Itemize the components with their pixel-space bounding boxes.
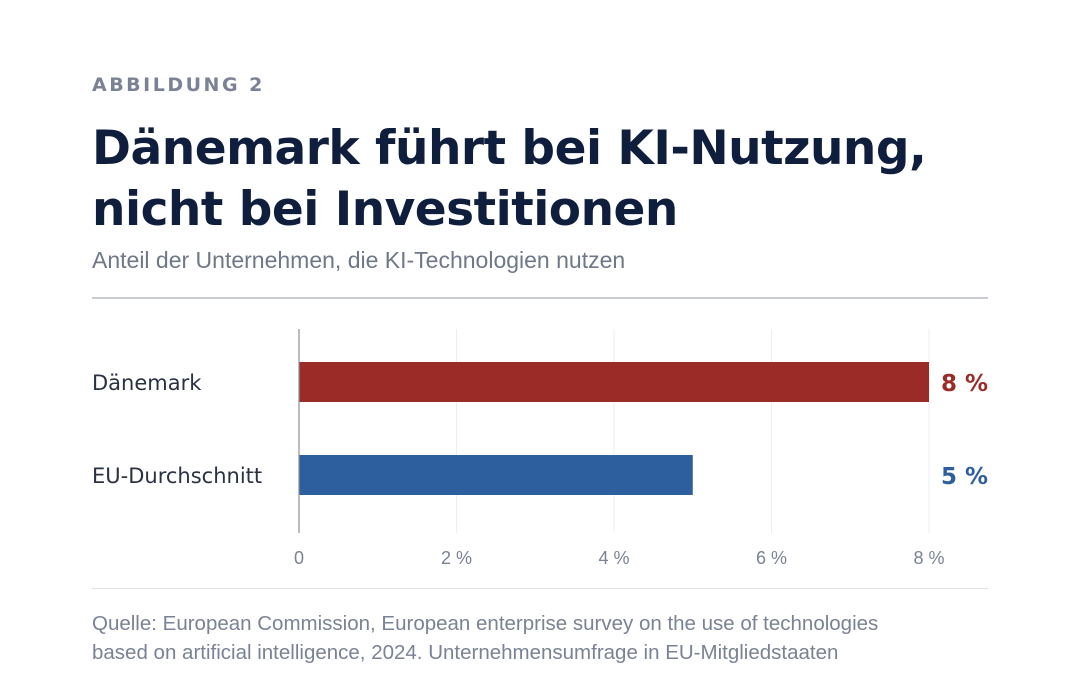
bar-chart: 0 2 % 4 % 6 % 8 % Dänemark 8 % EU-Durchschnitt 5… xyxy=(92,329,988,568)
chart-title-line-2: nicht bei Investitionen xyxy=(92,182,678,237)
x-tick-label: 0 xyxy=(294,548,304,568)
category-label: Dänemark xyxy=(92,371,202,395)
chart-title: Dänemark führt bei KI-Nutzung, nicht bei… xyxy=(92,118,1022,240)
bar xyxy=(299,362,929,402)
chart-title-line-1: Dänemark führt bei KI-Nutzung, xyxy=(92,121,927,176)
bar xyxy=(299,455,693,495)
x-tick-label: 6 % xyxy=(756,548,787,568)
source-line-2: based on artificial intelligence, 2024. … xyxy=(92,641,839,664)
figure-kicker: ABBILDUNG 2 xyxy=(92,74,265,96)
x-tick-label: 2 % xyxy=(441,548,472,568)
source-line-1: Quelle: European Commission, European en… xyxy=(92,612,879,635)
value-label: 8 % xyxy=(941,371,988,397)
source-note: Quelle: European Commission, European en… xyxy=(92,609,992,667)
header-divider xyxy=(92,297,988,299)
category-label: EU-Durchschnitt xyxy=(92,464,262,488)
x-tick-label: 4 % xyxy=(598,548,629,568)
value-label: 5 % xyxy=(941,464,988,490)
x-tick-label: 8 % xyxy=(913,548,944,568)
footer-divider xyxy=(92,588,988,589)
chart-subtitle: Anteil der Unternehmen, die KI-Technolog… xyxy=(92,247,626,273)
